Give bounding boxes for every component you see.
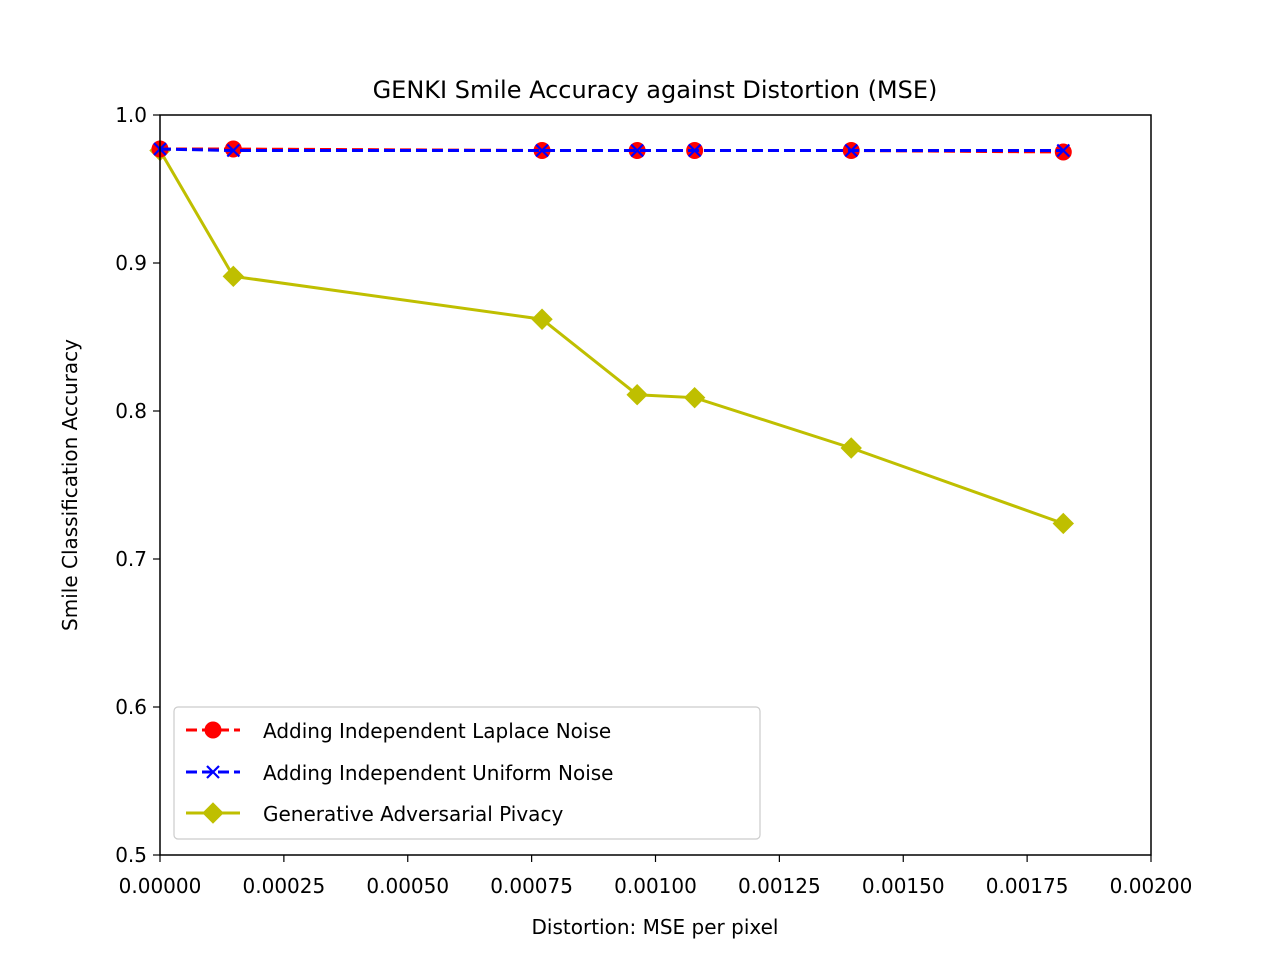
y-tick-label: 0.6 — [115, 695, 147, 719]
chart-title: GENKI Smile Accuracy against Distortion … — [373, 76, 938, 104]
data-point — [630, 143, 644, 158]
data-point — [1056, 143, 1071, 158]
data-point — [840, 437, 862, 459]
legend-marker — [206, 765, 220, 779]
x-tick-label: 0.00200 — [1110, 874, 1193, 898]
legend: Adding Independent Laplace Noise Adding I… — [173, 706, 761, 840]
legend-entry: Generative Adversarial Pivacy — [186, 802, 563, 826]
x-tick-label: 0.00175 — [986, 874, 1069, 898]
x-marker-stroke — [844, 143, 859, 158]
data-point — [1052, 512, 1075, 535]
legend-marker — [204, 721, 222, 739]
data-point — [844, 143, 859, 158]
data-point — [626, 384, 648, 406]
legend-marker — [202, 802, 224, 824]
y-tick-label: 0.7 — [115, 547, 147, 571]
series-x — [153, 142, 1071, 158]
y-axis-ticks: 0.5 0.6 0.7 0.8 0.9 1.0 — [115, 103, 160, 867]
x-marker-stroke — [630, 143, 644, 158]
x-marker-stroke — [535, 143, 549, 158]
y-tick-label: 1.0 — [115, 103, 147, 127]
y-tick-label: 0.5 — [115, 843, 147, 867]
x-axis-ticks: 0.00000 0.00025 0.00050 0.00075 0.00100 0.001… — [119, 855, 1193, 898]
x-tick-label: 0.00025 — [243, 874, 326, 898]
data-point — [683, 386, 706, 409]
y-tick-label: 0.9 — [115, 251, 147, 275]
x-axis-label: Distortion: MSE per pixel — [532, 915, 779, 939]
x-tick-label: 0.00000 — [119, 874, 202, 898]
x-marker-stroke — [226, 143, 241, 158]
legend-entry: Adding Independent Laplace Noise — [186, 719, 611, 743]
x-tick-label: 0.00075 — [490, 874, 573, 898]
legend-box — [173, 706, 761, 840]
x-tick-label: 0.00150 — [862, 874, 945, 898]
legend-label: Adding Independent Laplace Noise — [263, 719, 611, 743]
plot-series-layer — [149, 139, 1075, 535]
x-marker-stroke — [1056, 143, 1071, 158]
y-axis-label: Smile Classification Accuracy — [58, 339, 82, 631]
x-marker-stroke — [206, 765, 220, 779]
x-tick-label: 0.00050 — [366, 874, 449, 898]
data-point — [687, 143, 702, 158]
legend-entry: Adding Independent Uniform Noise — [186, 761, 613, 785]
x-tick-label: 0.00125 — [738, 874, 821, 898]
legend-label: Adding Independent Uniform Noise — [263, 761, 613, 785]
x-marker-stroke — [687, 143, 702, 158]
data-point — [222, 265, 245, 288]
data-point — [531, 308, 553, 330]
y-tick-label: 0.8 — [115, 399, 147, 423]
data-point — [226, 143, 241, 158]
legend-entries: Adding Independent Laplace Noise Adding I… — [186, 719, 613, 826]
data-point — [535, 143, 549, 158]
x-tick-label: 0.00100 — [614, 874, 697, 898]
legend-label: Generative Adversarial Pivacy — [263, 802, 563, 826]
